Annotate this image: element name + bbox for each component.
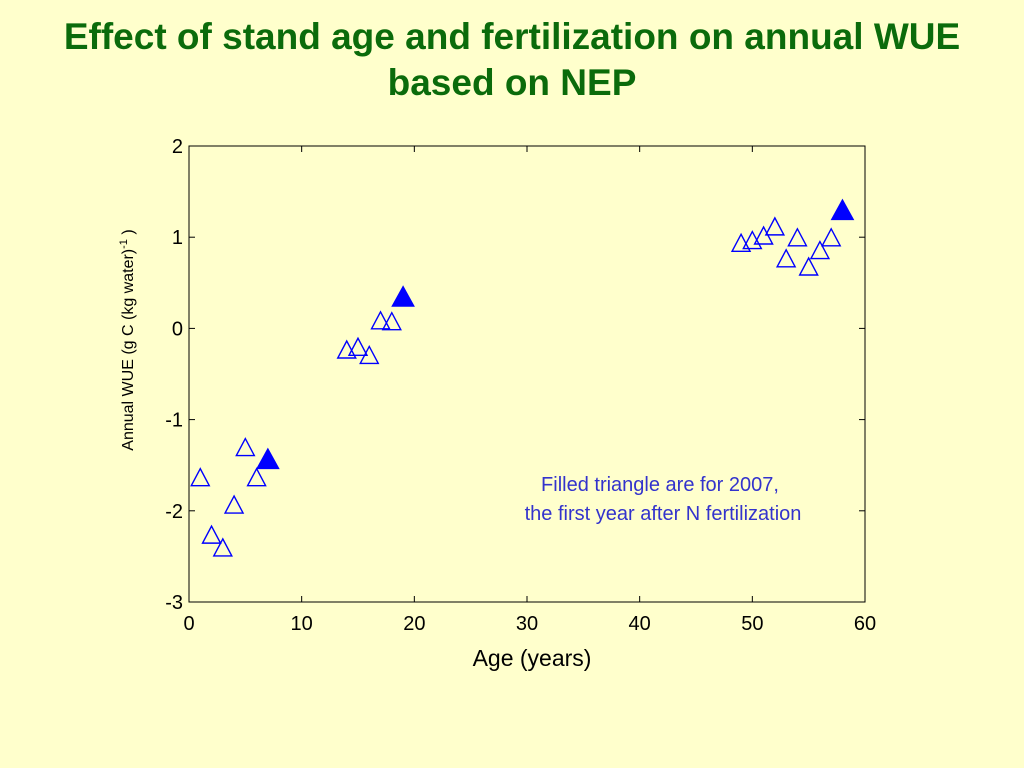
y-axis-title: Annual WUE (g C (kg water)-1 ): [118, 229, 137, 450]
open-triangle-point: [370, 310, 391, 330]
x-tick-label: 60: [854, 613, 876, 635]
x-tick-label: 30: [516, 613, 538, 635]
open-triangle-point: [809, 240, 831, 260]
x-tick-label: 40: [629, 613, 651, 635]
open-triangle-point: [798, 256, 819, 276]
filled-triangle-point: [830, 198, 855, 221]
open-triangle-point: [764, 216, 786, 236]
open-triangle-point: [235, 437, 256, 457]
y-tick-label: 1: [172, 227, 183, 249]
annotation-line-1: Filled triangle are for 2007,: [541, 474, 779, 496]
x-tick-label: 0: [183, 613, 194, 635]
open-triangle-point: [190, 467, 211, 487]
x-tick-label: 10: [291, 613, 313, 635]
y-tick-label: 2: [172, 136, 183, 158]
open-triangle-point: [359, 344, 380, 365]
y-tick-label: 0: [172, 318, 183, 340]
filled-triangle-point: [256, 447, 280, 470]
open-triangle-point: [336, 339, 357, 359]
title-line-1: Effect of stand age and fertilization on…: [63, 16, 961, 57]
open-triangle-point: [775, 248, 797, 268]
open-triangle-point: [223, 494, 245, 514]
title-line-2: based on NEP: [387, 62, 637, 103]
open-triangle-point: [381, 311, 402, 331]
open-triangle-point: [787, 227, 808, 247]
slide-title: Effect of stand age and fertilization on…: [0, 14, 1024, 106]
data-points: [190, 198, 855, 557]
y-axis-title-main: Annual WUE (g C (kg water): [120, 249, 137, 451]
x-tick-label: 20: [403, 613, 425, 635]
open-triangle-point: [212, 537, 233, 557]
filled-triangle-point: [391, 285, 415, 307]
y-axis-title-superscript: -1: [118, 239, 130, 249]
open-triangle-point: [730, 232, 752, 252]
x-tick-label: 50: [741, 613, 763, 635]
open-triangle-point: [347, 336, 369, 356]
open-triangle-point: [246, 467, 267, 487]
x-axis-title: Age (years): [473, 645, 592, 671]
y-tick-label: -3: [165, 592, 183, 614]
x-axis: 0 10 20 30 40 50 60: [183, 146, 876, 635]
y-axis-title-suffix: ): [120, 229, 137, 239]
y-axis: -3 -2 -1 0 1 2: [165, 136, 865, 614]
y-tick-label: -2: [165, 501, 183, 523]
open-triangle-point: [201, 524, 222, 544]
y-tick-label: -1: [165, 410, 183, 432]
open-triangle-point: [821, 227, 842, 247]
annotation-line-2: the first year after N fertilization: [525, 503, 802, 525]
open-triangle-point: [742, 230, 763, 250]
plot-area-frame: [188, 145, 866, 603]
